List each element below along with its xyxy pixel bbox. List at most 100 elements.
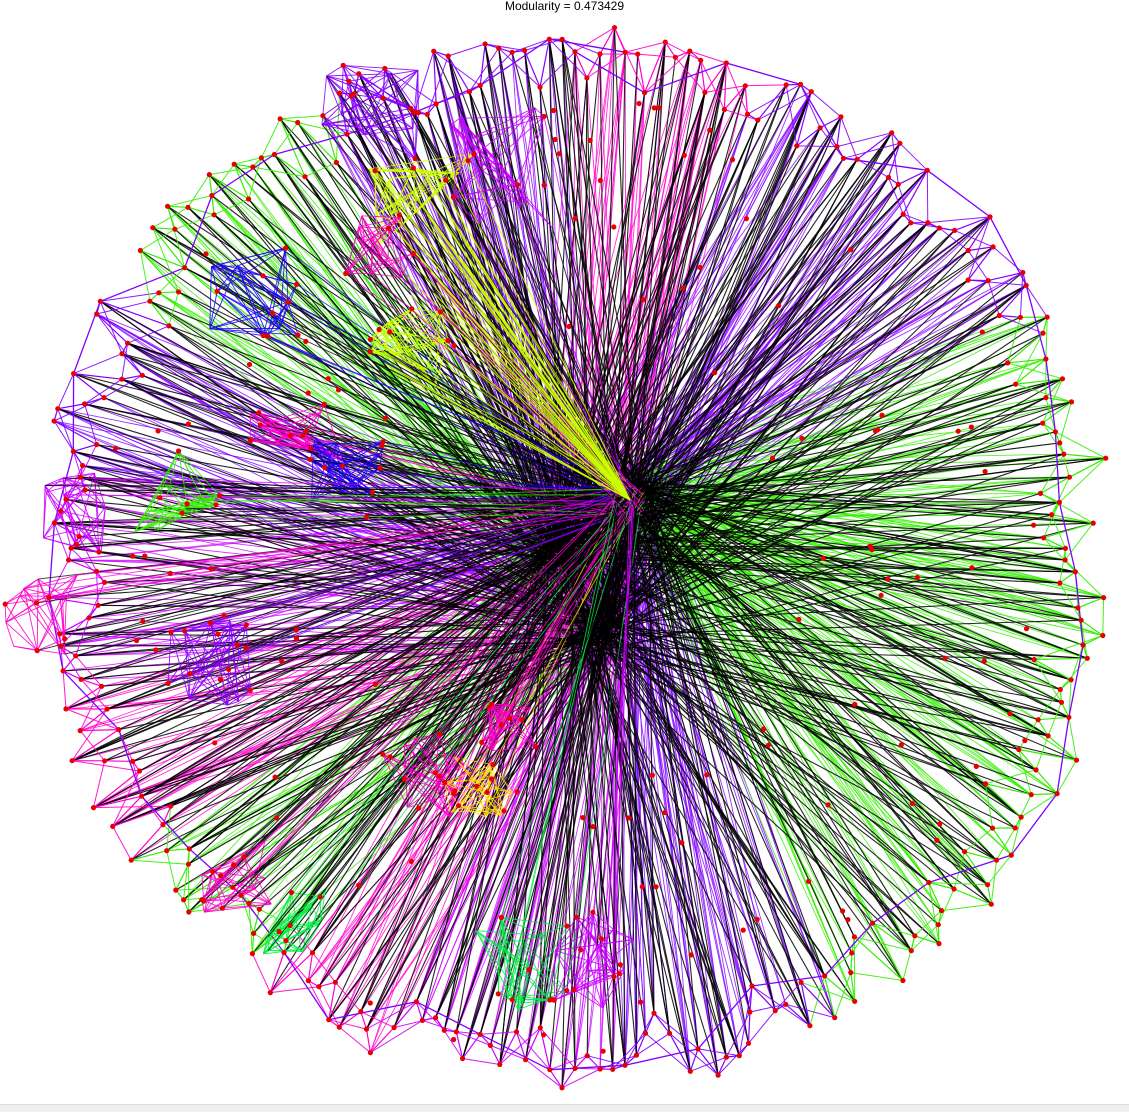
perimeter-edge bbox=[526, 1060, 562, 1088]
node bbox=[783, 1002, 788, 1007]
node bbox=[173, 888, 178, 893]
node bbox=[373, 682, 378, 687]
node bbox=[134, 638, 139, 643]
node bbox=[509, 50, 514, 55]
perimeter-edge bbox=[140, 229, 175, 250]
node bbox=[821, 556, 826, 561]
perimeter-edge bbox=[928, 217, 990, 223]
node bbox=[623, 50, 628, 55]
node bbox=[610, 1067, 615, 1072]
node bbox=[572, 49, 577, 54]
node bbox=[507, 716, 512, 721]
node bbox=[218, 677, 223, 682]
node bbox=[942, 656, 947, 661]
node bbox=[722, 107, 727, 112]
node bbox=[855, 157, 860, 162]
node bbox=[71, 449, 76, 454]
node bbox=[257, 907, 262, 912]
node bbox=[409, 859, 414, 864]
node bbox=[515, 789, 520, 794]
node bbox=[937, 821, 942, 826]
node bbox=[208, 620, 213, 625]
node bbox=[460, 1056, 465, 1061]
perimeter-edge bbox=[698, 1049, 739, 1056]
node bbox=[244, 622, 249, 627]
node bbox=[643, 1031, 648, 1036]
perimeter-edge bbox=[480, 1032, 516, 1035]
node bbox=[351, 91, 356, 96]
perimeter-edge bbox=[74, 354, 122, 374]
perimeter-edge bbox=[938, 925, 939, 944]
node bbox=[724, 60, 729, 65]
node bbox=[987, 214, 992, 219]
node bbox=[611, 224, 616, 229]
node bbox=[852, 934, 857, 939]
node bbox=[270, 310, 275, 315]
node bbox=[35, 648, 40, 653]
perimeter-edge bbox=[938, 889, 954, 925]
node bbox=[662, 810, 667, 815]
node bbox=[164, 848, 169, 853]
perimeter-edge bbox=[167, 851, 176, 890]
node bbox=[537, 85, 542, 90]
node bbox=[379, 443, 384, 448]
perimeter-edge bbox=[550, 1070, 562, 1088]
node bbox=[770, 456, 775, 461]
node bbox=[900, 978, 905, 983]
node bbox=[580, 815, 585, 820]
node bbox=[951, 886, 956, 891]
cluster-edge bbox=[210, 266, 238, 329]
node bbox=[982, 658, 987, 663]
perimeter-edge bbox=[480, 44, 485, 86]
node bbox=[80, 463, 85, 468]
node bbox=[618, 962, 623, 967]
node bbox=[259, 155, 264, 160]
node bbox=[925, 220, 930, 225]
perimeter-edge bbox=[999, 285, 1026, 315]
node bbox=[251, 931, 256, 936]
node bbox=[209, 566, 214, 571]
node bbox=[451, 1037, 456, 1042]
node bbox=[272, 152, 277, 157]
node bbox=[260, 273, 265, 278]
node bbox=[246, 901, 251, 906]
node bbox=[61, 668, 66, 673]
node bbox=[547, 1067, 552, 1072]
node bbox=[704, 772, 709, 777]
node bbox=[848, 970, 853, 975]
node bbox=[934, 838, 939, 843]
perimeter-edge bbox=[63, 671, 66, 709]
node bbox=[724, 1055, 729, 1060]
node bbox=[936, 922, 941, 927]
node bbox=[966, 278, 971, 283]
node bbox=[58, 509, 63, 514]
node bbox=[681, 286, 686, 291]
perimeter-edge bbox=[841, 117, 857, 159]
node bbox=[71, 371, 76, 376]
node bbox=[845, 917, 850, 922]
node bbox=[875, 427, 880, 432]
perimeter-edge bbox=[745, 85, 786, 86]
perimeter-edge bbox=[575, 28, 615, 52]
node bbox=[188, 671, 193, 676]
node bbox=[773, 1008, 778, 1013]
node bbox=[840, 908, 845, 913]
node bbox=[1043, 395, 1048, 400]
perimeter-edge bbox=[1044, 523, 1094, 538]
node bbox=[209, 193, 214, 198]
node bbox=[442, 1028, 447, 1033]
node bbox=[541, 1032, 546, 1037]
perimeter-edge bbox=[1038, 717, 1069, 719]
node bbox=[712, 370, 717, 375]
perimeter-edge bbox=[540, 39, 549, 87]
node bbox=[306, 978, 311, 983]
perimeter-edge bbox=[85, 379, 122, 404]
node bbox=[52, 520, 57, 525]
node bbox=[1059, 700, 1064, 705]
node bbox=[281, 950, 286, 955]
node bbox=[336, 387, 341, 392]
node bbox=[852, 702, 857, 707]
node bbox=[377, 465, 382, 470]
perimeter-edge bbox=[280, 116, 323, 119]
node bbox=[899, 742, 904, 747]
